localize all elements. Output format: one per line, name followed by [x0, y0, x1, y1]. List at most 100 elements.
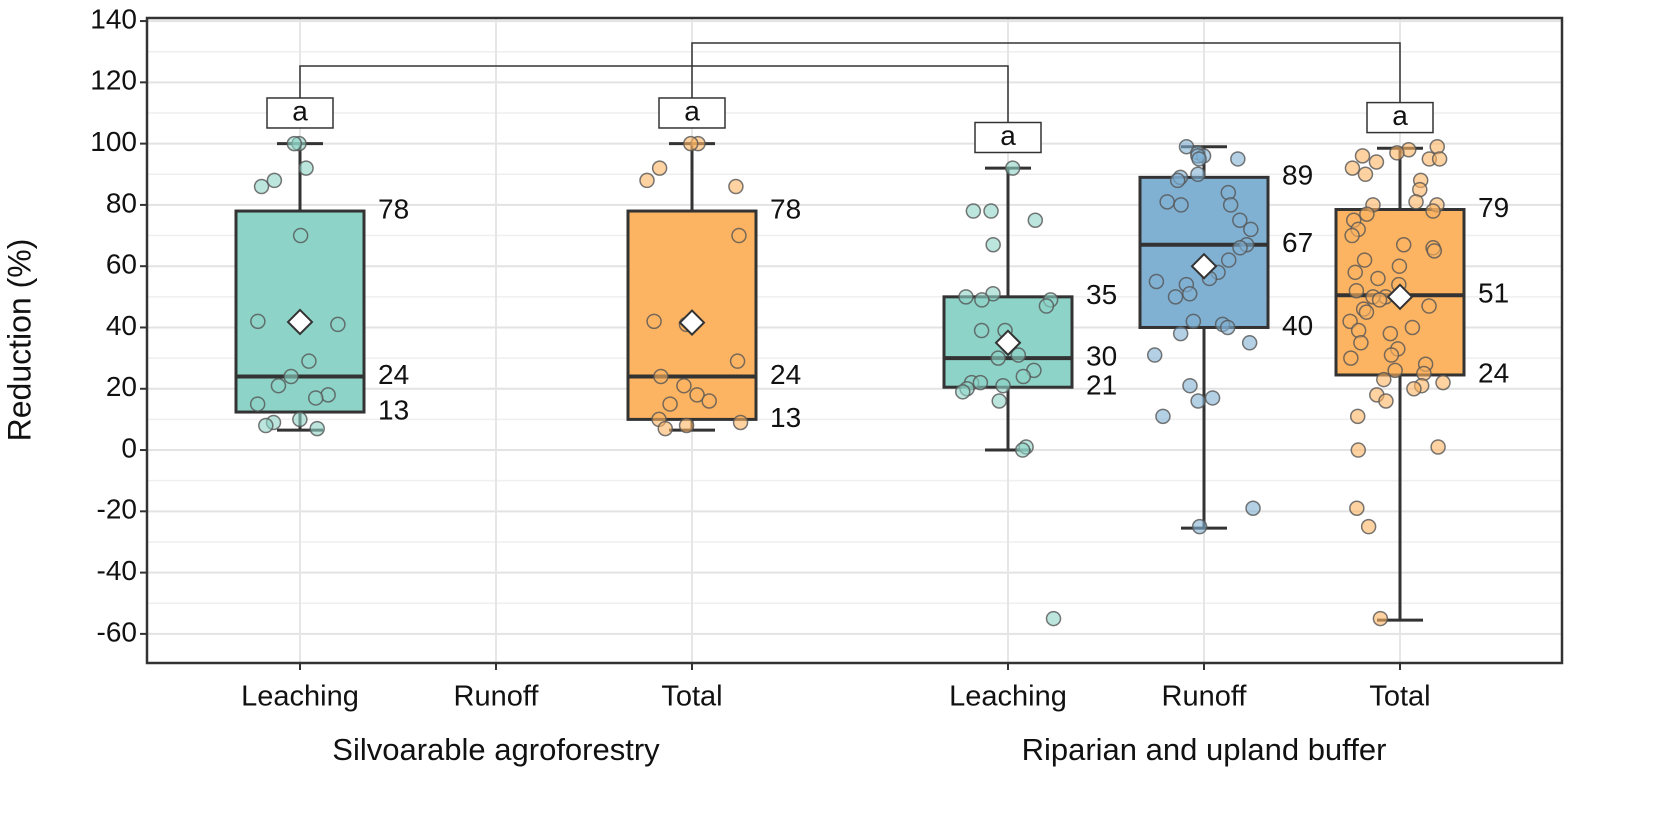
data-point: [958, 289, 974, 305]
data-point: [983, 203, 999, 219]
data-point: [1435, 374, 1451, 391]
data-point: [1383, 347, 1400, 363]
data-point: [1349, 500, 1365, 517]
data-point: [1430, 439, 1446, 455]
x-tick-label: Leaching: [241, 681, 359, 713]
x-tick-label: Runoff: [1162, 681, 1248, 713]
y-tick-label: 60: [106, 249, 137, 280]
data-point: [991, 393, 1007, 409]
data-point: [1146, 347, 1163, 363]
data-point: [283, 368, 299, 385]
data-point: [1348, 282, 1365, 299]
letter: a: [684, 95, 700, 126]
stat-label: 40: [1282, 310, 1313, 341]
y-tick-label: 100: [90, 126, 137, 157]
letter-box: [266, 97, 334, 129]
data-point: [1357, 166, 1374, 183]
data-point: [1182, 377, 1198, 394]
data-point: [1406, 381, 1422, 397]
data-point: [1382, 325, 1399, 342]
data-point: [249, 396, 266, 412]
data-point: [1404, 319, 1421, 336]
letter-box: [1366, 101, 1434, 134]
data-point: [270, 377, 287, 394]
stat-label: 51: [1478, 278, 1509, 309]
data-point: [1230, 151, 1246, 167]
data-point: [1354, 148, 1371, 164]
data-point: [1391, 258, 1408, 274]
plot-frame: [145, 16, 1564, 665]
data-point: [1190, 166, 1206, 183]
data-point: [1159, 194, 1175, 210]
y-tick-label: 140: [90, 3, 137, 34]
data-point: [1360, 518, 1377, 535]
data-point: [1181, 286, 1198, 302]
data-point: [1191, 518, 1208, 535]
stat-label: 89: [1282, 160, 1313, 191]
x-tick-label: Runoff: [454, 681, 540, 713]
data-point: [732, 414, 749, 431]
data-point: [1204, 390, 1221, 406]
data-point: [1350, 442, 1367, 458]
data-point: [1389, 145, 1405, 161]
data-point: [728, 178, 744, 195]
stat-label: 21: [1086, 370, 1117, 401]
data-point: [1368, 154, 1385, 170]
data-point: [1148, 273, 1165, 290]
data-point: [1372, 610, 1389, 627]
data-point: [1015, 368, 1032, 385]
data-point: [1349, 408, 1366, 425]
data-point: [1421, 298, 1437, 314]
data-point: [1190, 393, 1206, 409]
data-point: [676, 377, 692, 394]
stat-label: 24: [1478, 357, 1509, 388]
mean-marker: [678, 309, 706, 336]
letter-box: [974, 121, 1042, 154]
data-point: [639, 172, 655, 189]
data-point: [286, 135, 303, 152]
data-point: [1344, 227, 1360, 244]
data-point: [1045, 610, 1062, 627]
data-point: [1232, 212, 1248, 228]
data-point: [1376, 371, 1392, 388]
data-point: [973, 322, 990, 339]
stat-label: 67: [1282, 227, 1313, 258]
box: [1138, 175, 1270, 329]
data-point: [1378, 393, 1394, 409]
y-tick-label: -20: [97, 494, 137, 525]
data-point: [1408, 194, 1424, 210]
data-point: [701, 393, 717, 409]
data-point: [1027, 212, 1044, 228]
y-tick-label: 40: [106, 310, 137, 341]
data-point: [678, 417, 695, 434]
data-point: [307, 390, 324, 406]
data-point: [1010, 347, 1027, 363]
bracket: [299, 65, 1009, 123]
data-point: [1185, 313, 1202, 330]
mean-marker: [1386, 283, 1414, 311]
data-point: [646, 313, 662, 330]
data-point: [662, 396, 678, 412]
data-point: [1370, 270, 1386, 287]
data-point: [1425, 203, 1441, 219]
data-point: [955, 384, 971, 400]
data-point: [1395, 236, 1412, 253]
stat-label: 24: [770, 359, 801, 390]
letter: a: [292, 95, 308, 126]
y-tick-label: -60: [97, 616, 137, 647]
data-point: [1371, 292, 1388, 308]
data-point: [651, 160, 668, 176]
data-point: [1431, 151, 1448, 167]
stat-label: 78: [378, 193, 409, 224]
data-point: [1232, 240, 1248, 256]
data-point: [689, 387, 705, 403]
stat-label: 78: [770, 193, 801, 224]
data-point: [1172, 325, 1189, 342]
data-point: [330, 316, 346, 333]
data-point: [250, 313, 266, 330]
data-point: [1356, 252, 1373, 268]
data-point: [292, 411, 308, 428]
data-point: [292, 227, 309, 244]
